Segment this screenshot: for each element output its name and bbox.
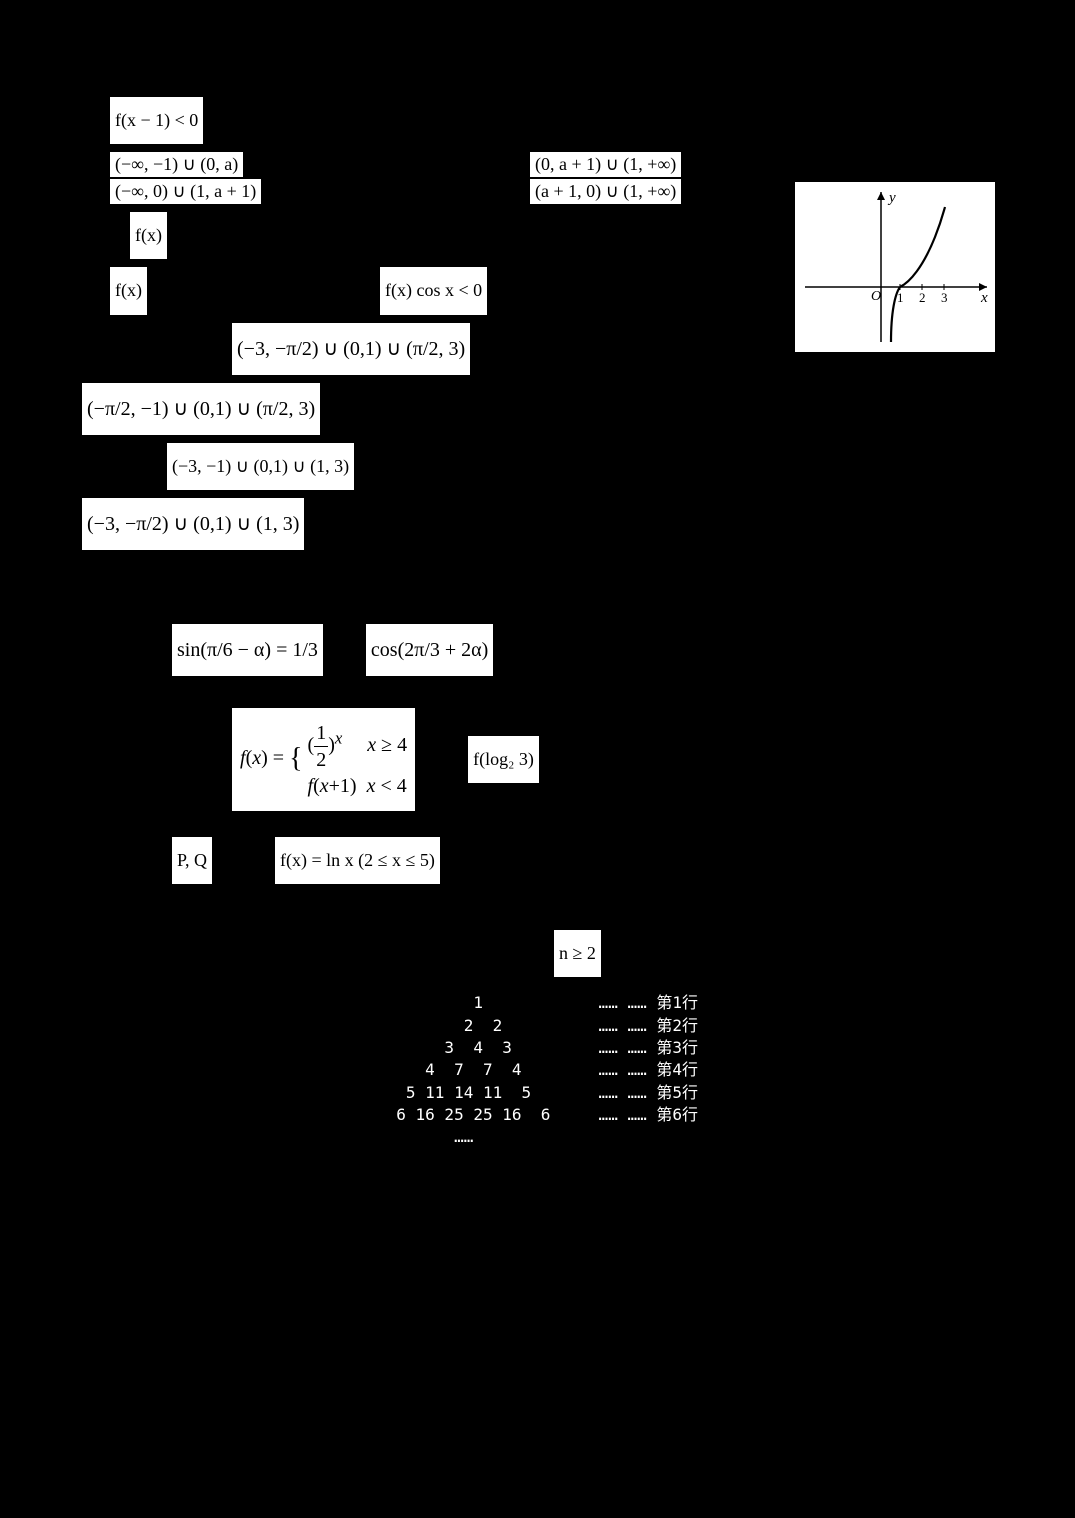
- graph-svg: O 1 2 3 x y: [795, 182, 995, 352]
- number-triangle: 1 …… …… 第1行 2 2 …… …… 第2行 3 4 3 …… …… 第3…: [377, 992, 698, 1149]
- triangle-row: ……: [377, 1126, 698, 1148]
- q11-opt-a: (−π/2, −1) ∪ (0,1) ∪ (π/2, 3): [82, 383, 320, 435]
- triangle-row: 5 11 14 11 5 …… …… 第5行: [377, 1082, 698, 1104]
- q11-opt-b: (−3, −1) ∪ (0,1) ∪ (1, 3): [167, 443, 354, 490]
- q11-fx1: f(x): [130, 212, 167, 259]
- q14-find: f(log₂ 3): [468, 736, 539, 783]
- q15-pq: P, Q: [172, 837, 212, 884]
- q11-center: (−3, −π/2) ∪ (0,1) ∪ (π/2, 3): [232, 323, 470, 375]
- spacer-box: [425, 442, 645, 470]
- q13-given: sin(π/6 − α) = 1/3: [172, 624, 323, 676]
- triangle-row: 2 2 …… …… 第2行: [377, 1015, 698, 1037]
- triangle-row: 6 16 25 25 16 6 …… …… 第6行: [377, 1104, 698, 1126]
- y-label: y: [887, 190, 896, 206]
- q13-find: cos(2π/3 + 2α): [366, 624, 493, 676]
- triangle-row: 1 …… …… 第1行: [377, 992, 698, 1014]
- q11-opt-c: (−3, −π/2) ∪ (0,1) ∪ (1, 3): [82, 498, 304, 550]
- q14-piecewise: f(x) = { (12)x x ≥ 4 f(x+1) x < 4: [232, 708, 415, 811]
- q10-opt-c: (−∞, 0) ∪ (1, a + 1): [110, 179, 261, 204]
- q10-opt-d: (a + 1, 0) ∪ (1, +∞): [530, 179, 681, 204]
- triangle-row: 3 4 3 …… …… 第3行: [377, 1037, 698, 1059]
- q10-ineq: f(x − 1) < 0: [110, 97, 203, 144]
- q11-fx2: f(x): [110, 267, 147, 314]
- graph-bg: [795, 182, 995, 352]
- q10-opt-a: (−∞, −1) ∪ (0, a): [110, 152, 243, 177]
- q16-nge2: n ≥ 2: [554, 930, 601, 977]
- q11-ineq: f(x) cos x < 0: [380, 267, 487, 314]
- tick-3: 3: [941, 290, 948, 305]
- tick-2: 2: [919, 290, 926, 305]
- triangle-row: 4 7 7 4 …… …… 第4行: [377, 1059, 698, 1081]
- q10-opt-b: (0, a + 1) ∪ (1, +∞): [530, 152, 681, 177]
- origin-label: O: [871, 289, 881, 304]
- x-label: x: [980, 290, 988, 306]
- graph-figure: O 1 2 3 x y: [795, 182, 995, 352]
- q15-fn: f(x) = ln x (2 ≤ x ≤ 5): [275, 837, 440, 884]
